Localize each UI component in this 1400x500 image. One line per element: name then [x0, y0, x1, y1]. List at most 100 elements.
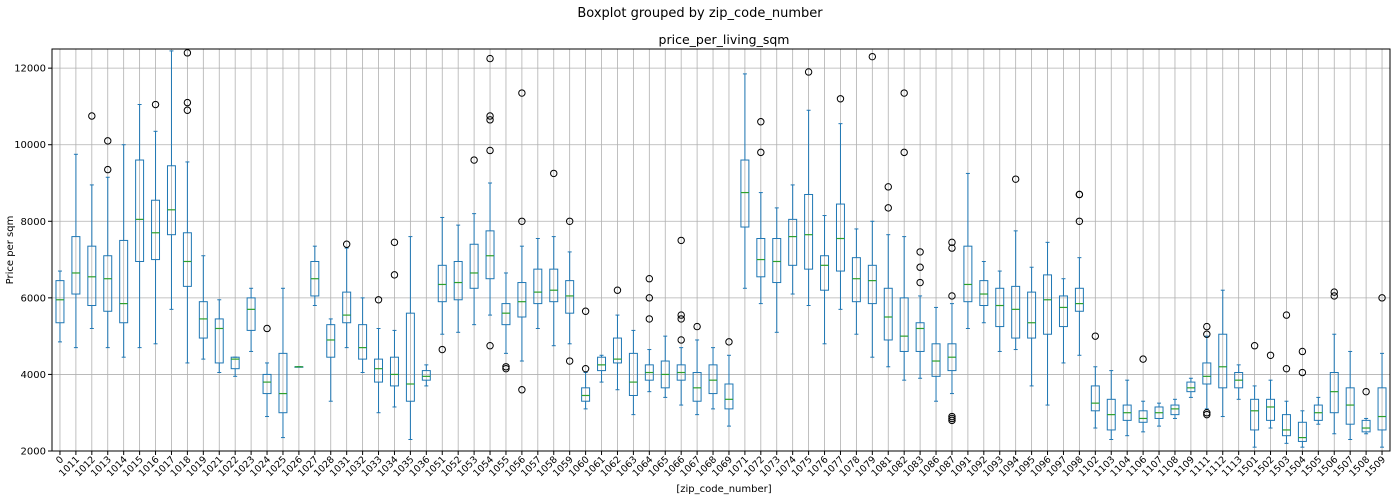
box-iqr [230, 356, 240, 370]
chart-suptitle: Boxplot grouped by zip_code_number [577, 6, 823, 21]
box-group [294, 366, 304, 368]
box-group [198, 255, 208, 360]
box-group [55, 270, 65, 343]
box-group [533, 238, 543, 329]
flier-point [1362, 387, 1370, 396]
box-iqr [103, 255, 113, 312]
box-group [867, 52, 877, 358]
box-iqr [166, 165, 176, 236]
box-group [1170, 398, 1180, 419]
flier-point [438, 345, 446, 354]
y-tick-label: 6000 [21, 293, 46, 304]
box-group [1266, 351, 1276, 429]
box-group [358, 297, 368, 374]
x-axis-label: [zip_code_number] [676, 484, 771, 495]
box-iqr [804, 193, 814, 270]
flier-point [183, 49, 192, 57]
flier-point [725, 338, 733, 346]
box-iqr [1170, 404, 1180, 416]
box-group [995, 270, 1005, 352]
box-group [1234, 364, 1244, 400]
box-group [374, 296, 384, 414]
flier-point [757, 148, 765, 157]
box-group [1058, 278, 1068, 364]
flier-point [374, 296, 383, 304]
box-iqr [517, 282, 527, 318]
box-group [151, 100, 161, 345]
y-tick-label: 4000 [21, 370, 46, 381]
box-group [1074, 190, 1084, 356]
box-iqr [1361, 419, 1371, 433]
box-iqr [342, 291, 352, 324]
box-iqr [851, 257, 861, 303]
box-iqr [71, 236, 81, 295]
flier-point [693, 322, 701, 331]
flier-point [677, 315, 685, 323]
box-group [517, 89, 527, 394]
box-iqr [469, 243, 479, 289]
box-group [756, 118, 766, 305]
flier-point [916, 263, 924, 271]
flier-point [916, 248, 924, 256]
flier-point [565, 357, 574, 365]
box-group [166, 50, 176, 310]
flier-point [88, 112, 96, 120]
flier-point [1266, 351, 1275, 359]
flier-point [916, 278, 924, 287]
box-iqr [612, 337, 622, 364]
flier-point [948, 414, 956, 423]
box-iqr [421, 370, 431, 381]
y-tick-label: 10000 [14, 140, 46, 151]
box-iqr [326, 324, 336, 358]
box-group [485, 54, 495, 350]
flier-point [948, 292, 956, 300]
box-group [1154, 402, 1164, 427]
flier-point [518, 386, 526, 394]
box-iqr [135, 159, 145, 262]
box-iqr [772, 238, 782, 284]
flier-point [1203, 409, 1211, 417]
box-group [772, 207, 782, 333]
box-group [947, 238, 957, 425]
box-group [1138, 355, 1148, 433]
box-group [182, 49, 192, 364]
flier-point [757, 118, 765, 126]
box-iqr [1329, 372, 1339, 414]
flier-point [868, 52, 877, 61]
box-iqr [485, 230, 495, 280]
flier-point [645, 275, 654, 283]
flier-point [948, 416, 956, 425]
flier-point [1203, 410, 1211, 419]
flier-point [884, 183, 892, 191]
flier-point [836, 95, 845, 103]
box-iqr [1138, 410, 1148, 423]
flier-point [470, 156, 478, 164]
box-iqr [501, 303, 511, 326]
box-group [597, 354, 607, 383]
box-group [421, 364, 431, 387]
box-iqr [262, 373, 272, 395]
box-group [931, 306, 941, 402]
box-iqr [979, 280, 989, 307]
box-group [246, 287, 256, 352]
box-iqr [724, 383, 734, 410]
box-group [1027, 266, 1037, 387]
box-iqr [628, 352, 638, 396]
box-group [644, 275, 654, 393]
box-group [788, 184, 798, 295]
box-iqr [899, 297, 909, 352]
box-iqr [278, 352, 288, 414]
box-iqr [151, 199, 161, 261]
box-iqr [437, 264, 447, 303]
box-iqr [1011, 285, 1021, 339]
box-group [1043, 241, 1053, 406]
box-iqr [1027, 291, 1037, 339]
flier-point [502, 363, 510, 371]
box-group [326, 318, 336, 402]
box-group [1202, 322, 1212, 419]
box-iqr [820, 255, 830, 291]
flier-point [502, 364, 510, 373]
box-iqr [374, 358, 384, 383]
flier-point [677, 311, 685, 319]
y-axis-ticks: 2000 4000 6000 8000 10000 12000 [14, 64, 52, 458]
